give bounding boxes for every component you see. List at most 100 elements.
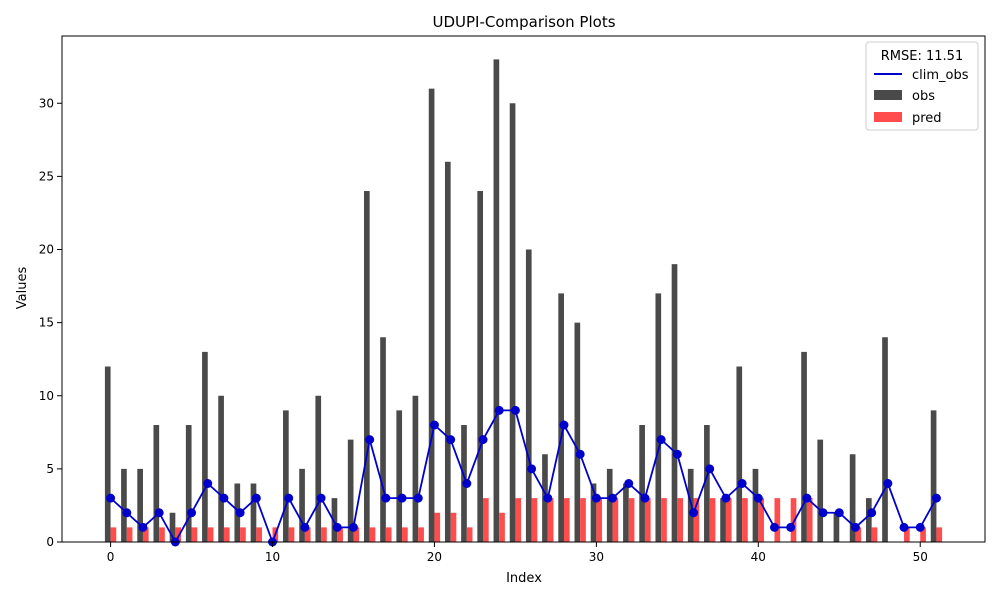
point-clim_obs (915, 522, 925, 532)
bar-obs (428, 88, 435, 543)
point-clim_obs (235, 508, 245, 518)
y-tick-label: 20 (39, 243, 54, 257)
bar-obs (930, 410, 937, 542)
chart-title: UDUPI-Comparison Plots (432, 13, 615, 31)
bar-pred (904, 527, 910, 542)
bar-obs (315, 395, 322, 542)
bar-pred (337, 527, 343, 542)
point-clim_obs (931, 493, 941, 503)
bar-obs (218, 395, 224, 542)
x-tick-label: 20 (427, 550, 442, 564)
bar-pred (644, 498, 651, 542)
point-clim_obs (899, 522, 909, 532)
legend-swatch-obs (874, 90, 902, 100)
point-clim_obs (365, 435, 375, 445)
y-tick-label: 30 (39, 96, 54, 110)
point-clim_obs (154, 508, 164, 518)
point-clim_obs (478, 435, 488, 445)
bar-obs (380, 337, 386, 542)
bar-pred (434, 512, 441, 542)
bar-pred (709, 498, 716, 542)
x-axis-label: Index (506, 571, 542, 586)
point-clim_obs (106, 493, 116, 503)
bar-obs (590, 483, 597, 542)
y-tick-label: 5 (46, 462, 54, 476)
bar-pred (596, 498, 603, 542)
bar-obs (396, 410, 403, 542)
bar-pred (142, 527, 149, 542)
bar-pred (531, 498, 538, 542)
bar-pred (304, 527, 311, 542)
bar-pred (223, 527, 230, 542)
point-clim_obs (737, 479, 747, 488)
point-clim_obs (802, 493, 812, 503)
x-tick-label: 0 (107, 550, 115, 564)
bar-pred (742, 498, 748, 542)
y-tick-label: 15 (39, 316, 54, 330)
bar-obs (671, 264, 678, 542)
point-clim_obs (494, 405, 504, 415)
bar-pred (515, 498, 522, 542)
bar-obs (412, 395, 419, 542)
bar-pred (790, 498, 797, 542)
bar-obs (720, 498, 726, 542)
y-tick-label: 25 (39, 169, 54, 183)
bar-pred (175, 527, 182, 542)
bar-obs (331, 498, 338, 542)
plot-area: 0 10 20 30 40 50 0 5 10 15 20 25 30 (39, 35, 986, 564)
point-clim_obs (850, 522, 860, 532)
bar-pred (871, 527, 878, 542)
point-clim_obs (462, 479, 472, 488)
bar-obs (865, 498, 872, 542)
point-clim_obs (138, 522, 148, 532)
point-clim_obs (446, 435, 456, 445)
bar-obs (574, 322, 581, 542)
plot-frame (61, 35, 986, 543)
bar-pred (110, 527, 117, 542)
point-clim_obs (656, 435, 666, 445)
point-clim_obs (510, 405, 520, 415)
bar-pred (855, 527, 862, 542)
point-clim_obs (332, 522, 342, 532)
bar-pred (369, 527, 376, 542)
bar-obs (121, 468, 127, 542)
x-tick-label: 50 (913, 550, 928, 564)
bar-obs (849, 454, 856, 542)
bar-obs (202, 351, 208, 542)
point-clim_obs (705, 464, 715, 474)
bar-pred (612, 498, 619, 542)
point-clim_obs (818, 508, 828, 518)
legend-label-obs: obs (912, 89, 935, 104)
point-clim_obs (769, 522, 779, 532)
bar-pred (693, 498, 700, 542)
y-axis-label: Values (15, 267, 30, 310)
legend-label-clim-obs: clim_obs (912, 68, 969, 83)
bar-pred (353, 527, 360, 542)
bar-pred (466, 527, 473, 542)
bar-obs (185, 425, 192, 542)
bar-obs (606, 468, 613, 542)
point-clim_obs (122, 508, 132, 518)
bar-pred (126, 527, 133, 542)
point-clim_obs (316, 493, 326, 503)
bar-pred (499, 512, 505, 542)
bar-obs (299, 468, 305, 542)
bar-pred (563, 498, 570, 542)
legend-box (865, 41, 979, 131)
point-clim_obs (203, 479, 213, 488)
bar-obs (623, 483, 629, 542)
point-clim_obs (187, 508, 197, 518)
bar-obs (493, 59, 500, 543)
bar-pred (483, 498, 489, 542)
bar-pred (580, 498, 586, 542)
bar-pred (547, 498, 554, 542)
bar-pred (936, 527, 943, 542)
bar-pred (207, 527, 214, 542)
point-clim_obs (300, 522, 310, 532)
bar-pred (321, 527, 327, 542)
bar-pred (661, 498, 667, 542)
bar-obs (817, 439, 824, 542)
point-clim_obs (834, 508, 844, 518)
bar-obs (509, 103, 516, 543)
